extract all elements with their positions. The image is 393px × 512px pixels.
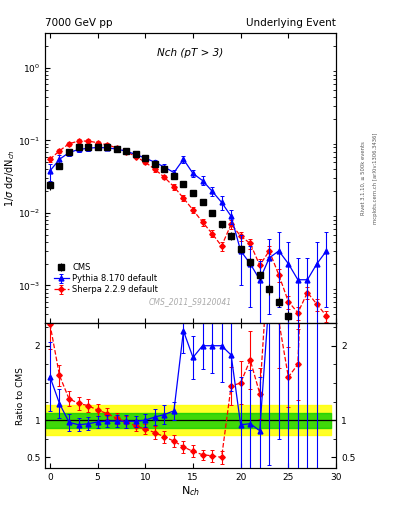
X-axis label: N$_{ch}$: N$_{ch}$ (181, 484, 200, 498)
Text: Underlying Event: Underlying Event (246, 18, 336, 28)
Text: mcplots.cern.ch [arXiv:1306.3436]: mcplots.cern.ch [arXiv:1306.3436] (373, 133, 378, 224)
Text: Rivet 3.1.10, ≥ 500k events: Rivet 3.1.10, ≥ 500k events (361, 141, 366, 215)
Legend: CMS, Pythia 8.170 default, Sherpa 2.2.9 default: CMS, Pythia 8.170 default, Sherpa 2.2.9 … (52, 262, 160, 296)
Y-axis label: Ratio to CMS: Ratio to CMS (16, 367, 25, 425)
Text: CMS_2011_S9120041: CMS_2011_S9120041 (149, 297, 232, 306)
Text: 7000 GeV pp: 7000 GeV pp (45, 18, 113, 28)
Y-axis label: 1/$\sigma$ d$\sigma$/dN$_{ch}$: 1/$\sigma$ d$\sigma$/dN$_{ch}$ (3, 150, 17, 207)
Text: Nch (pT > 3): Nch (pT > 3) (158, 48, 224, 58)
